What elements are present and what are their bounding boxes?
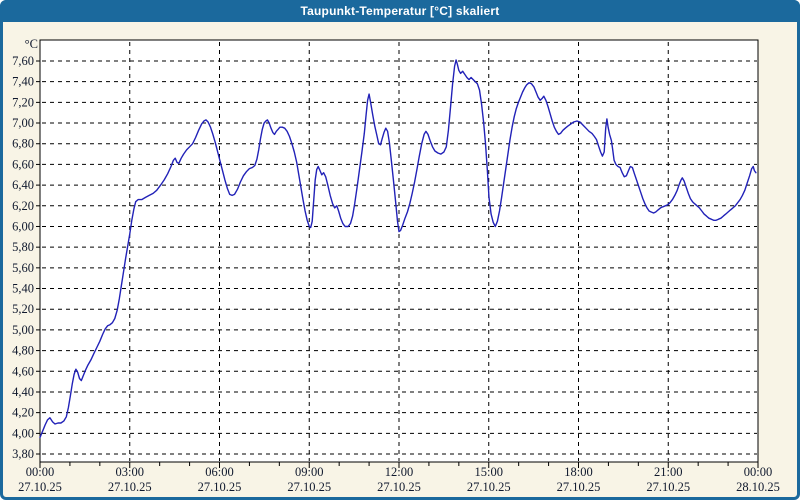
y-tick-label: 5,00 — [12, 323, 34, 337]
y-tick-label: 5,60 — [12, 261, 34, 275]
x-date-label: 27.10.25 — [557, 480, 601, 494]
y-tick-label: 7,20 — [12, 95, 34, 109]
y-tick-label: 7,00 — [12, 116, 34, 130]
x-time-label: 12:00 — [385, 465, 413, 479]
y-tick-label: 4,60 — [12, 364, 34, 378]
x-time-label: 00:00 — [744, 465, 772, 479]
x-date-label: 28.10.25 — [736, 480, 780, 494]
x-date-label: 27.10.25 — [467, 480, 511, 494]
x-date-label: 27.10.25 — [377, 480, 421, 494]
x-date-label: 27.10.25 — [198, 480, 242, 494]
y-tick-label: 6,40 — [12, 178, 34, 192]
y-tick-label: 4,80 — [12, 344, 34, 358]
x-time-label: 15:00 — [475, 465, 503, 479]
temperature-line — [39, 59, 757, 439]
x-time-label: 21:00 — [654, 465, 682, 479]
x-time-label: 06:00 — [205, 465, 233, 479]
y-tick-label: 5,80 — [12, 240, 34, 254]
y-tick-label: 7,60 — [12, 54, 34, 68]
y-tick-label: 6,80 — [12, 137, 34, 151]
x-time-label: 09:00 — [295, 465, 323, 479]
x-date-label: 27.10.25 — [646, 480, 690, 494]
y-tick-label: 6,00 — [12, 219, 34, 233]
window-title: Taupunkt-Temperatur [°C] skaliert — [300, 4, 500, 18]
y-tick-label: 6,20 — [12, 199, 34, 213]
y-tick-label: 7,40 — [12, 75, 34, 89]
x-date-label: 27.10.25 — [108, 480, 152, 494]
x-date-label: 27.10.25 — [18, 480, 62, 494]
x-time-label: 00:00 — [26, 465, 54, 479]
x-time-label: 18:00 — [564, 465, 592, 479]
y-tick-label: 5,40 — [12, 282, 34, 296]
y-tick-label: 4,20 — [12, 406, 34, 420]
unit-label: °C — [25, 37, 38, 51]
y-tick-label: 5,20 — [12, 302, 34, 316]
y-tick-label: 4,40 — [12, 385, 34, 399]
x-date-label: 27.10.25 — [287, 480, 331, 494]
x-time-label: 03:00 — [116, 465, 144, 479]
y-tick-label: 3,80 — [12, 447, 34, 461]
y-tick-label: 6,60 — [12, 157, 34, 171]
y-tick-label: 4,00 — [12, 426, 34, 440]
window-titlebar[interactable]: Taupunkt-Temperatur [°C] skaliert — [0, 0, 800, 22]
